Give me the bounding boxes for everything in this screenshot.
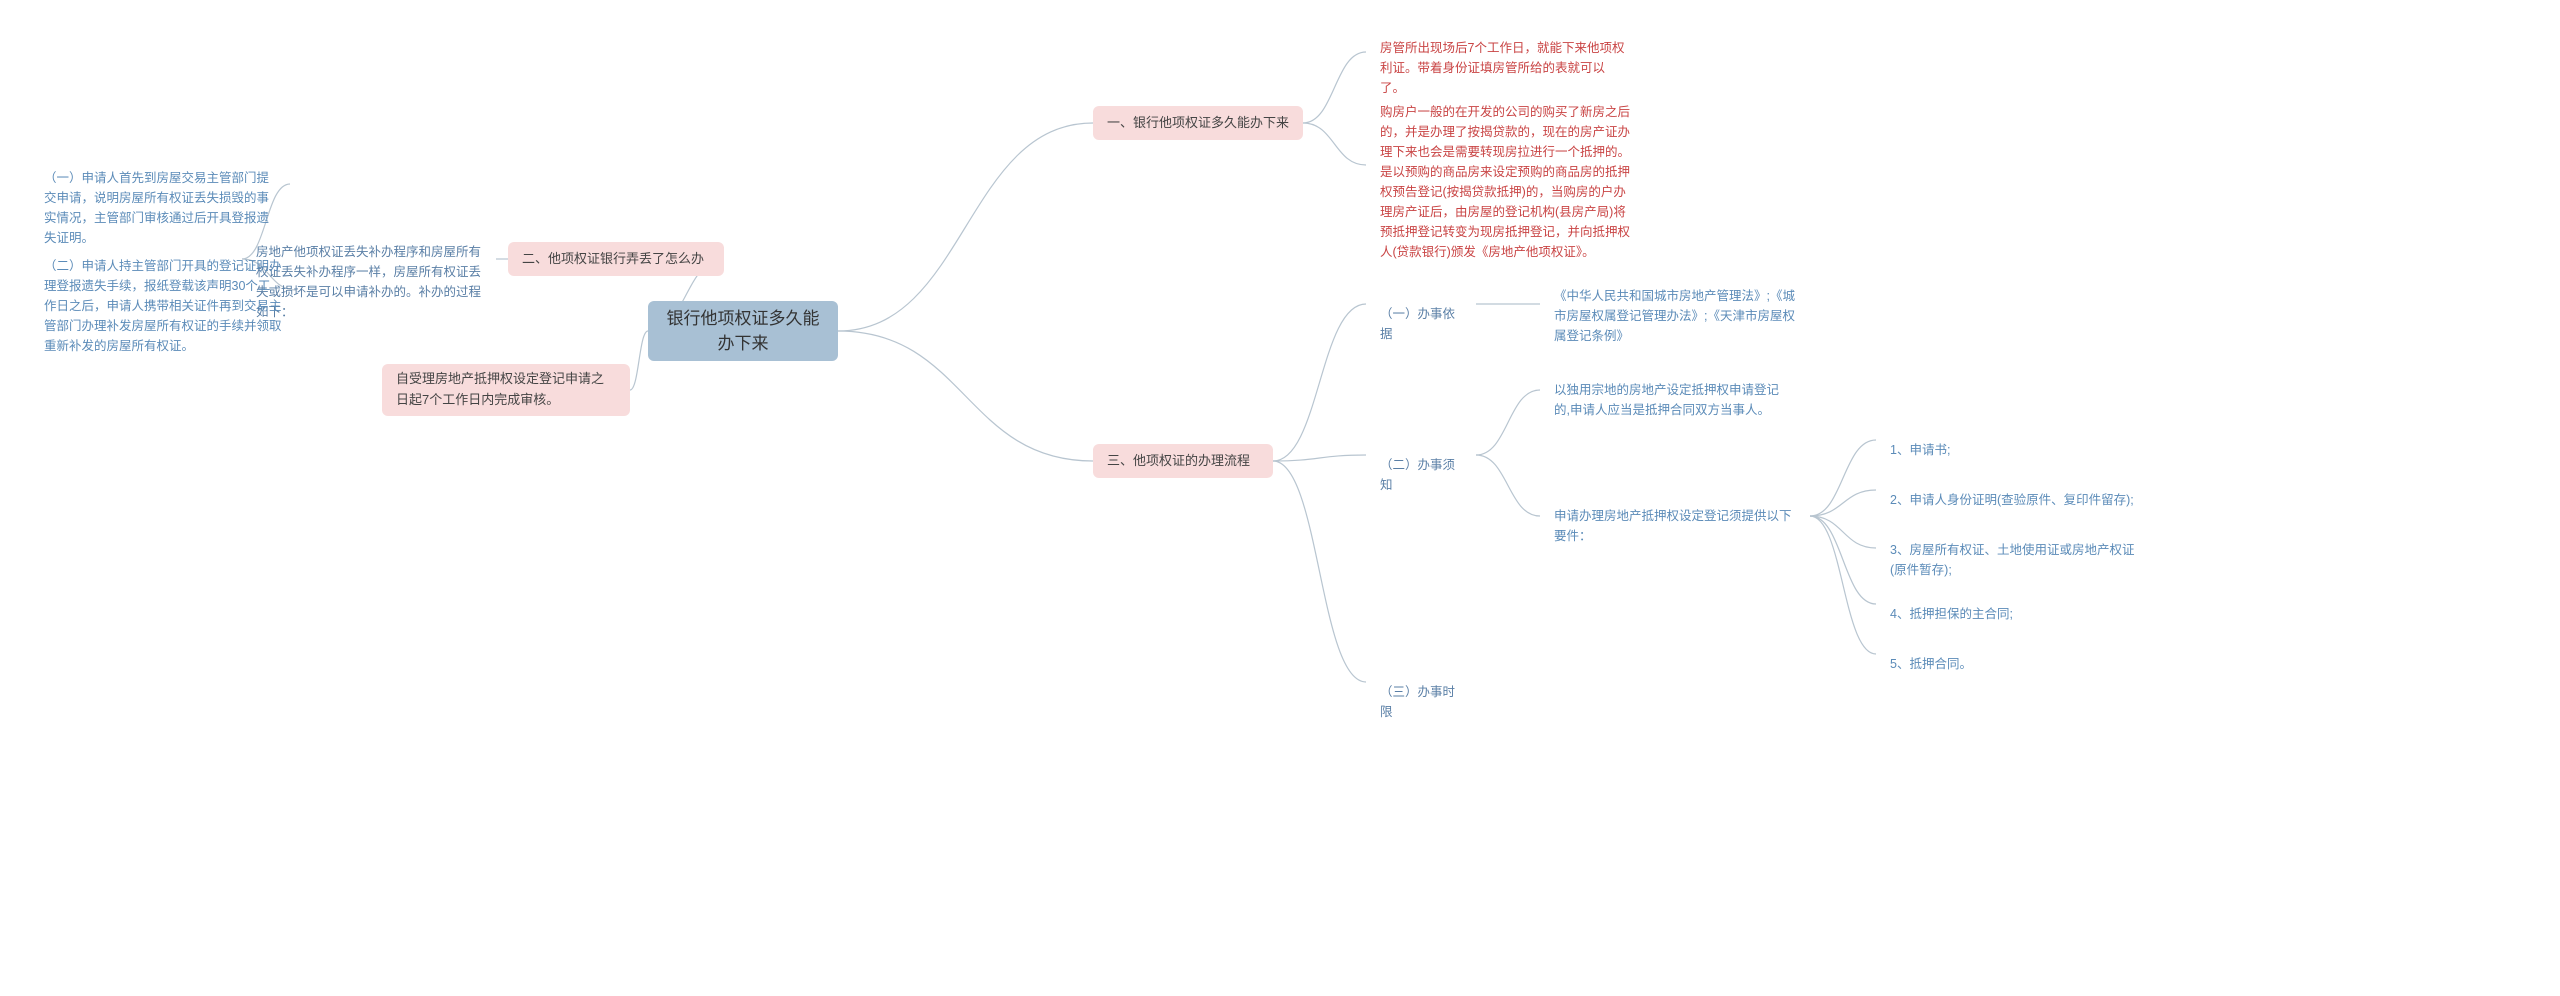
mindmap-node: （二）办事须知 [1366, 445, 1476, 505]
node-text: 5、抵押合同。 [1890, 654, 1972, 674]
mindmap-node: 二、他项权证银行弄丢了怎么办 [508, 242, 724, 276]
node-text: （三）办事时限 [1380, 682, 1462, 722]
mindmap-node: 购房户一般的在开发的公司的购买了新房之后的，并是办理了按揭贷款的，现在的房产证办… [1366, 92, 1650, 272]
node-text: 以独用宗地的房地产设定抵押权申请登记的,申请人应当是抵押合同双方当事人。 [1554, 380, 1792, 420]
node-text: （二）办事须知 [1380, 455, 1462, 495]
mindmap-node: 5、抵押合同。 [1876, 644, 1996, 684]
node-text: 三、他项权证的办理流程 [1107, 451, 1250, 472]
mindmap-node: （一）申请人首先到房屋交易主管部门提交申请，说明房屋所有权证丢失损毁的事实情况，… [30, 158, 290, 258]
node-text: 二、他项权证银行弄丢了怎么办 [522, 249, 704, 270]
mindmap-node: 三、他项权证的办理流程 [1093, 444, 1273, 478]
mindmap-node: 1、申请书; [1876, 430, 1976, 470]
node-text: 3、房屋所有权证、土地使用证或房地产权证(原件暂存); [1890, 540, 2142, 580]
node-text: 一、银行他项权证多久能办下来 [1107, 113, 1289, 134]
node-text: 1、申请书; [1890, 440, 1950, 460]
mindmap-node: 4、抵押担保的主合同; [1876, 594, 2036, 634]
node-text: 4、抵押担保的主合同; [1890, 604, 2013, 624]
mindmap-node: 申请办理房地产抵押权设定登记须提供以下要件： [1540, 496, 1810, 556]
node-text: 银行他项权证多久能办下来 [662, 306, 824, 357]
mindmap-node: 《中华人民共和国城市房地产管理法》;《城市房屋权属登记管理办法》;《天津市房屋权… [1540, 276, 1810, 356]
node-text: 房管所出现场后7个工作日，就能下来他项权利证。带着身份证填房管所给的表就可以了。 [1380, 38, 1626, 98]
mindmap-node: 银行他项权证多久能办下来 [648, 301, 838, 361]
node-text: 购房户一般的在开发的公司的购买了新房之后的，并是办理了按揭贷款的，现在的房产证办… [1380, 102, 1636, 262]
node-text: （一）办事依据 [1380, 304, 1462, 344]
node-text: 自受理房地产抵押权设定登记申请之日起7个工作日内完成审核。 [396, 369, 616, 411]
node-text: （一）申请人首先到房屋交易主管部门提交申请，说明房屋所有权证丢失损毁的事实情况，… [44, 168, 276, 248]
mindmap-node: 一、银行他项权证多久能办下来 [1093, 106, 1303, 140]
mindmap-node: （一）办事依据 [1366, 294, 1476, 354]
node-text: （二）申请人持主管部门开具的登记证明办理登报遗失手续，报纸登载该声明30个工作日… [44, 256, 282, 356]
mindmap-node: （三）办事时限 [1366, 672, 1476, 732]
mindmap-node: 自受理房地产抵押权设定登记申请之日起7个工作日内完成审核。 [382, 364, 630, 416]
node-text: 《中华人民共和国城市房地产管理法》;《城市房屋权属登记管理办法》;《天津市房屋权… [1554, 286, 1796, 346]
mindmap-node: （二）申请人持主管部门开具的登记证明办理登报遗失手续，报纸登载该声明30个工作日… [30, 246, 296, 366]
mindmap-node: 3、房屋所有权证、土地使用证或房地产权证(原件暂存); [1876, 530, 2156, 590]
mindmap-node: 2、申请人身份证明(查验原件、复印件留存); [1876, 480, 2156, 520]
mindmap-node: 以独用宗地的房地产设定抵押权申请登记的,申请人应当是抵押合同双方当事人。 [1540, 370, 1806, 430]
node-text: 申请办理房地产抵押权设定登记须提供以下要件： [1554, 506, 1796, 546]
node-text: 2、申请人身份证明(查验原件、复印件留存); [1890, 490, 2134, 510]
